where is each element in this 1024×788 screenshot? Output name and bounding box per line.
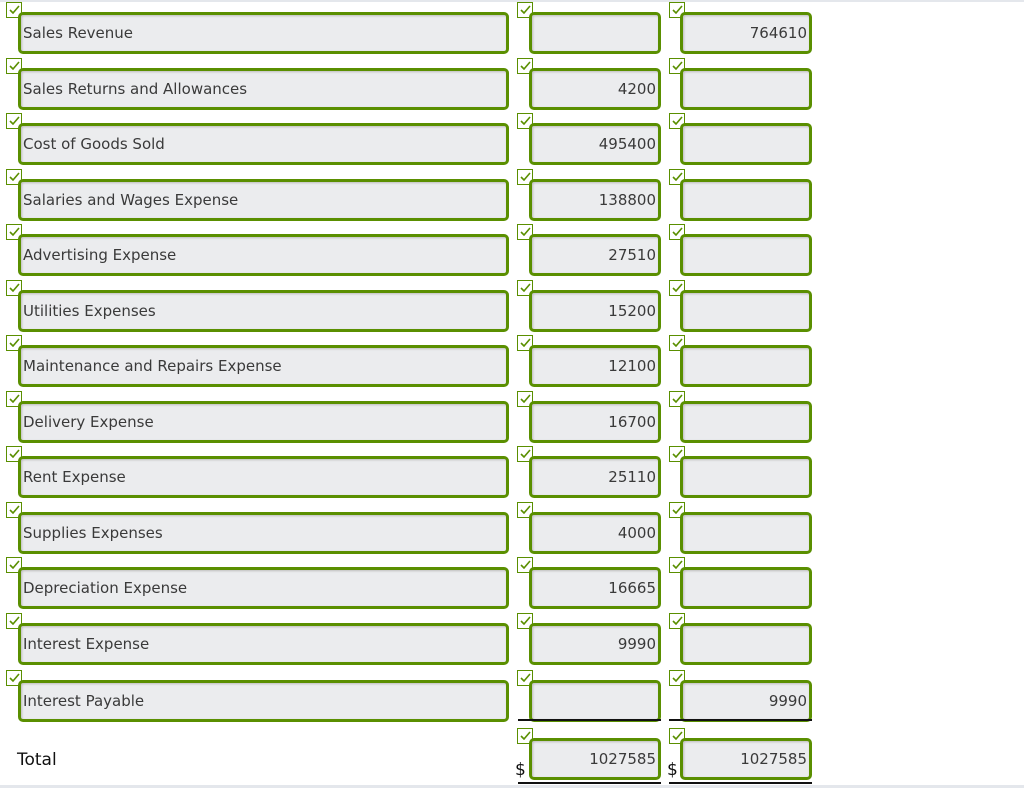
debit-input[interactable]: [529, 680, 661, 722]
credit-subtotal-rule: [669, 719, 812, 721]
debit-input[interactable]: 9990: [529, 623, 661, 665]
debit-input[interactable]: 15200: [529, 290, 661, 332]
credit-input[interactable]: [680, 401, 812, 443]
account-input[interactable]: Sales Revenue: [18, 12, 509, 54]
debit-input[interactable]: 27510: [529, 234, 661, 276]
account-input[interactable]: Sales Returns and Allowances: [18, 68, 509, 110]
credit-input[interactable]: [680, 456, 812, 498]
debit-input[interactable]: [529, 12, 661, 54]
debit-input[interactable]: 4200: [529, 68, 661, 110]
debit-input[interactable]: 4000: [529, 512, 661, 554]
credit-input[interactable]: 764610: [680, 12, 812, 54]
credit-input[interactable]: [680, 179, 812, 221]
account-input[interactable]: Cost of Goods Sold: [18, 123, 509, 165]
total-credit-input[interactable]: 1027585: [680, 738, 812, 780]
account-input[interactable]: Rent Expense: [18, 456, 509, 498]
credit-input[interactable]: [680, 123, 812, 165]
credit-input[interactable]: [680, 68, 812, 110]
debit-input[interactable]: 16700: [529, 401, 661, 443]
account-input[interactable]: Maintenance and Repairs Expense: [18, 345, 509, 387]
credit-input[interactable]: [680, 345, 812, 387]
debit-input[interactable]: 25110: [529, 456, 661, 498]
checkmark-icon: [517, 335, 533, 351]
credit-input[interactable]: [680, 290, 812, 332]
account-input[interactable]: Supplies Expenses: [18, 512, 509, 554]
debit-input[interactable]: 12100: [529, 345, 661, 387]
account-input[interactable]: Interest Payable: [18, 680, 509, 722]
account-input[interactable]: Utilities Expenses: [18, 290, 509, 332]
account-input[interactable]: Interest Expense: [18, 623, 509, 665]
total-debit-input[interactable]: 1027585: [529, 738, 661, 780]
total-credit-currency: $: [667, 760, 678, 780]
credit-input[interactable]: [680, 512, 812, 554]
debit-input[interactable]: 138800: [529, 179, 661, 221]
top-border: [0, 0, 1024, 2]
debit-input[interactable]: 16665: [529, 567, 661, 609]
credit-input[interactable]: [680, 234, 812, 276]
account-input[interactable]: Delivery Expense: [18, 401, 509, 443]
total-label: Total: [17, 750, 57, 770]
account-input[interactable]: Depreciation Expense: [18, 567, 509, 609]
credit-input[interactable]: 9990: [680, 680, 812, 722]
account-input[interactable]: Salaries and Wages Expense: [18, 179, 509, 221]
credit-input[interactable]: [680, 623, 812, 665]
credit-input[interactable]: [680, 567, 812, 609]
credit-total-rule: [669, 782, 812, 784]
debit-subtotal-rule: [518, 719, 661, 721]
debit-input[interactable]: 495400: [529, 123, 661, 165]
debit-total-rule: [518, 782, 661, 784]
bottom-border: [0, 785, 1024, 788]
total-debit-currency: $: [515, 760, 526, 780]
account-input[interactable]: Advertising Expense: [18, 234, 509, 276]
